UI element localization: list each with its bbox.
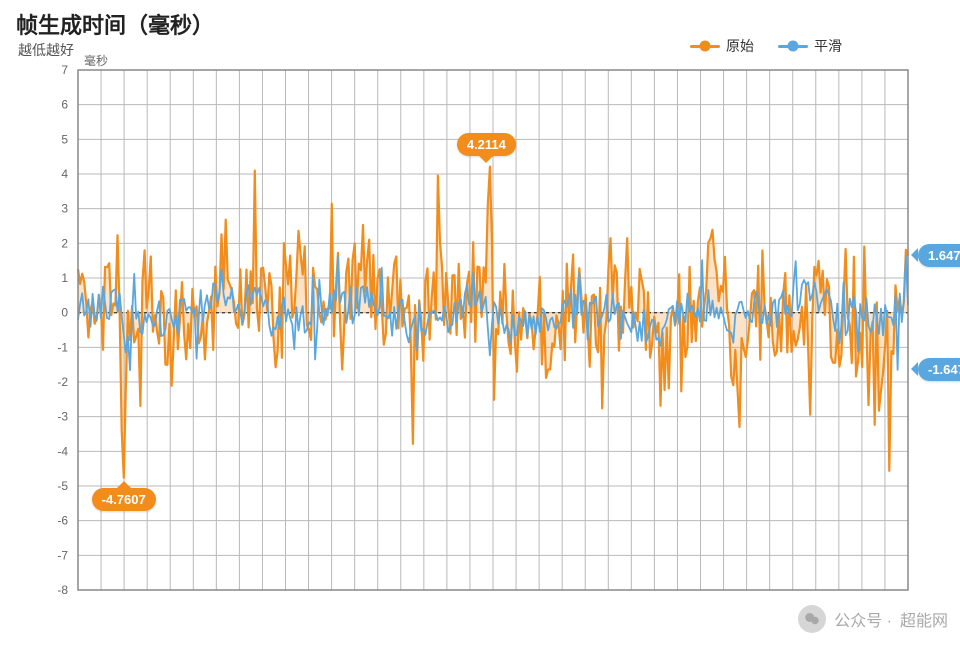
y-tick-label: -4 [57,444,68,458]
callout-label: -4.7607 [92,488,156,511]
y-tick-label: -8 [57,583,68,597]
y-tick-label: 4 [61,167,68,181]
callout-label: 1.6479 [918,244,960,267]
watermark-prefix: 公众号 · [834,607,892,631]
y-tick-label: 5 [61,132,68,146]
chart-plot: -8 -7 -6 -5 -4 -3 -2 -1 0 1 2 3 4 5 6 7 [0,0,960,645]
callout-label: 4.2114 [457,133,516,156]
y-tick-label: 6 [61,98,68,112]
y-tick-label: 1 [61,271,68,285]
y-tick-label: -5 [57,479,68,493]
watermark: 公众号 · 超能网 [798,605,948,633]
y-tick-label: -7 [57,548,68,562]
y-tick-label: -2 [57,375,68,389]
y-tick-label: 2 [61,236,68,250]
y-tick-label: 7 [61,63,68,77]
watermark-name: 超能网 [900,607,948,631]
y-tick-label: -1 [57,340,68,354]
y-tick-label: 0 [61,306,68,320]
callout-label: -1.6479 [918,358,960,381]
wechat-icon [798,605,826,633]
y-tick-label: -6 [57,514,68,528]
y-tick-label: -3 [57,410,68,424]
y-tick-label: 3 [61,202,68,216]
